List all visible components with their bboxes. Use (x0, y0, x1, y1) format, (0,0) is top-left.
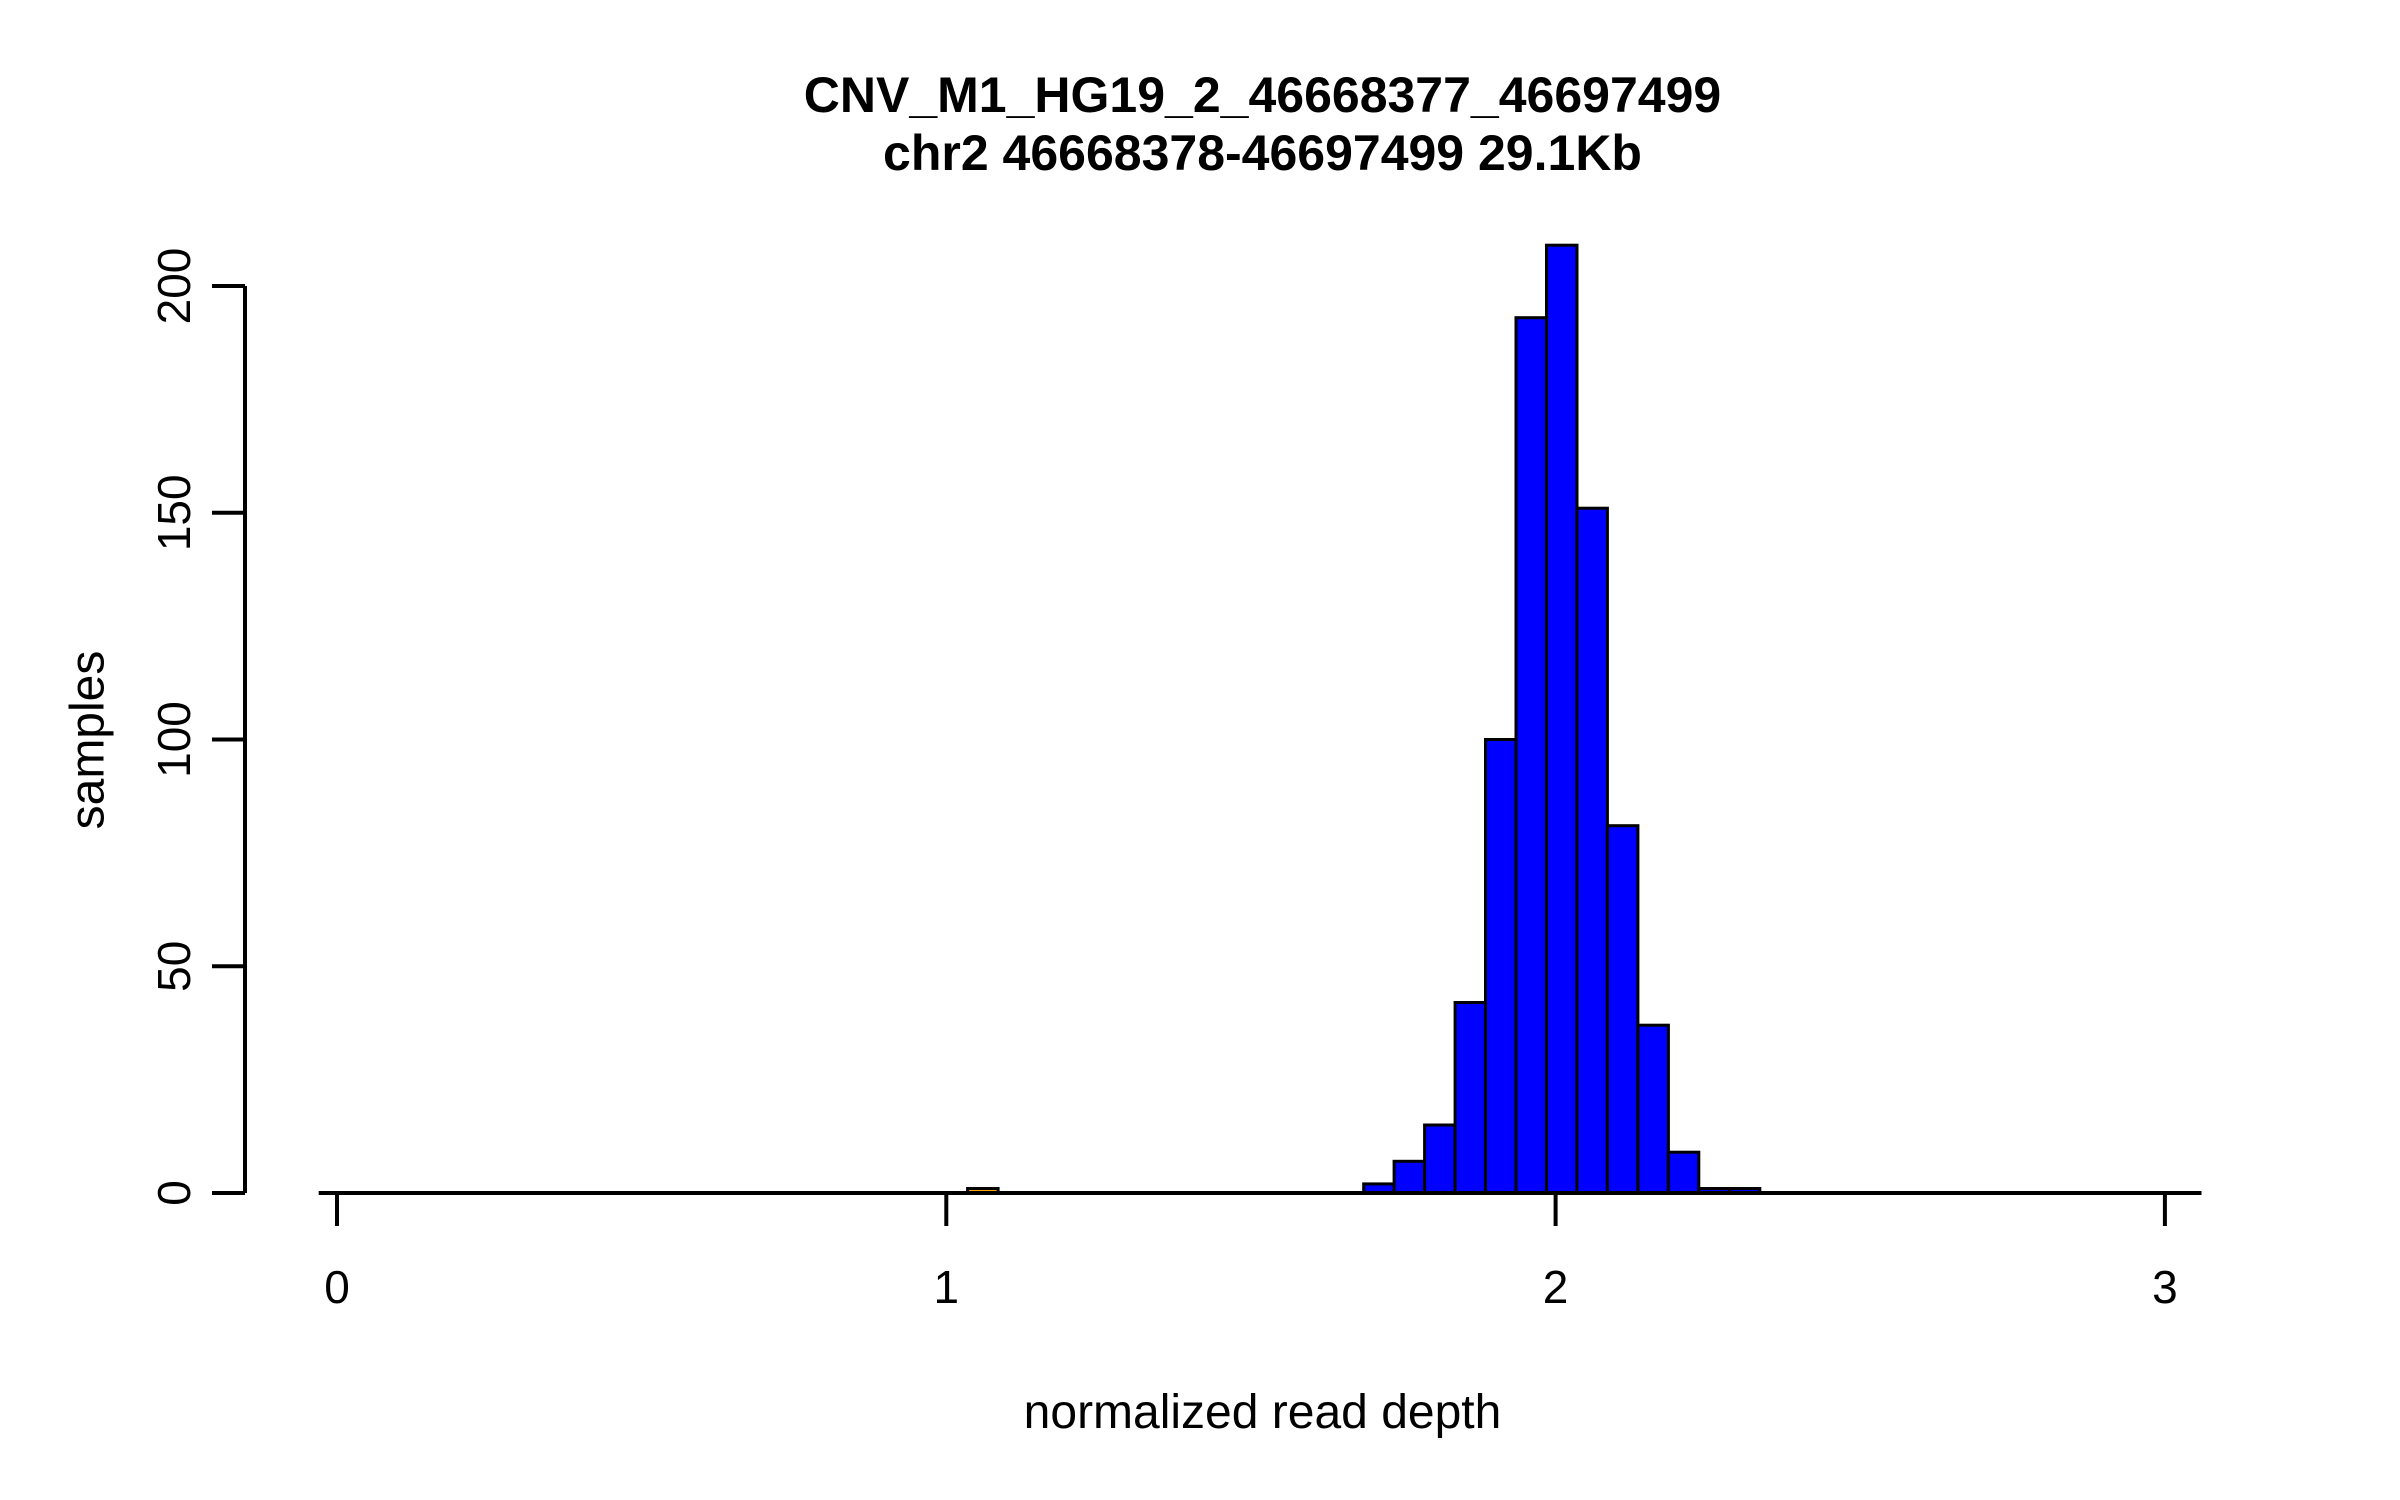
histogram-bar (1453, 1001, 1488, 1195)
y-tick-label: 150 (148, 474, 200, 551)
y-tick-label: 200 (148, 248, 200, 325)
histogram-bar (1392, 1159, 1427, 1195)
y-axis-label: samples (61, 650, 115, 830)
histogram-bar (1605, 824, 1640, 1195)
x-axis-label: normalized read depth (1023, 1386, 1502, 1439)
histogram-bar (1666, 1150, 1701, 1195)
x-tick-label: 3 (2152, 1261, 2178, 1313)
y-tick-label: 50 (148, 941, 200, 992)
histogram-bar (1636, 1023, 1670, 1195)
histogram-bar (1514, 316, 1548, 1195)
chart-title: CNV_M1_HG19_2_46668377_46697499 (803, 67, 1722, 123)
chart-subtitle: chr2 46668378-46697499 29.1Kb (883, 125, 1642, 181)
x-tick-label: 0 (324, 1261, 350, 1313)
histogram-bar (1545, 243, 1579, 1195)
x-tick-label: 2 (1543, 1261, 1569, 1313)
histogram-bar (1423, 1123, 1457, 1195)
y-tick-label: 100 (148, 701, 200, 778)
x-tick-label: 1 (934, 1261, 960, 1313)
histogram-bar (1575, 506, 1609, 1195)
histogram-bar (1484, 738, 1518, 1195)
y-tick-label: 0 (148, 1180, 200, 1206)
